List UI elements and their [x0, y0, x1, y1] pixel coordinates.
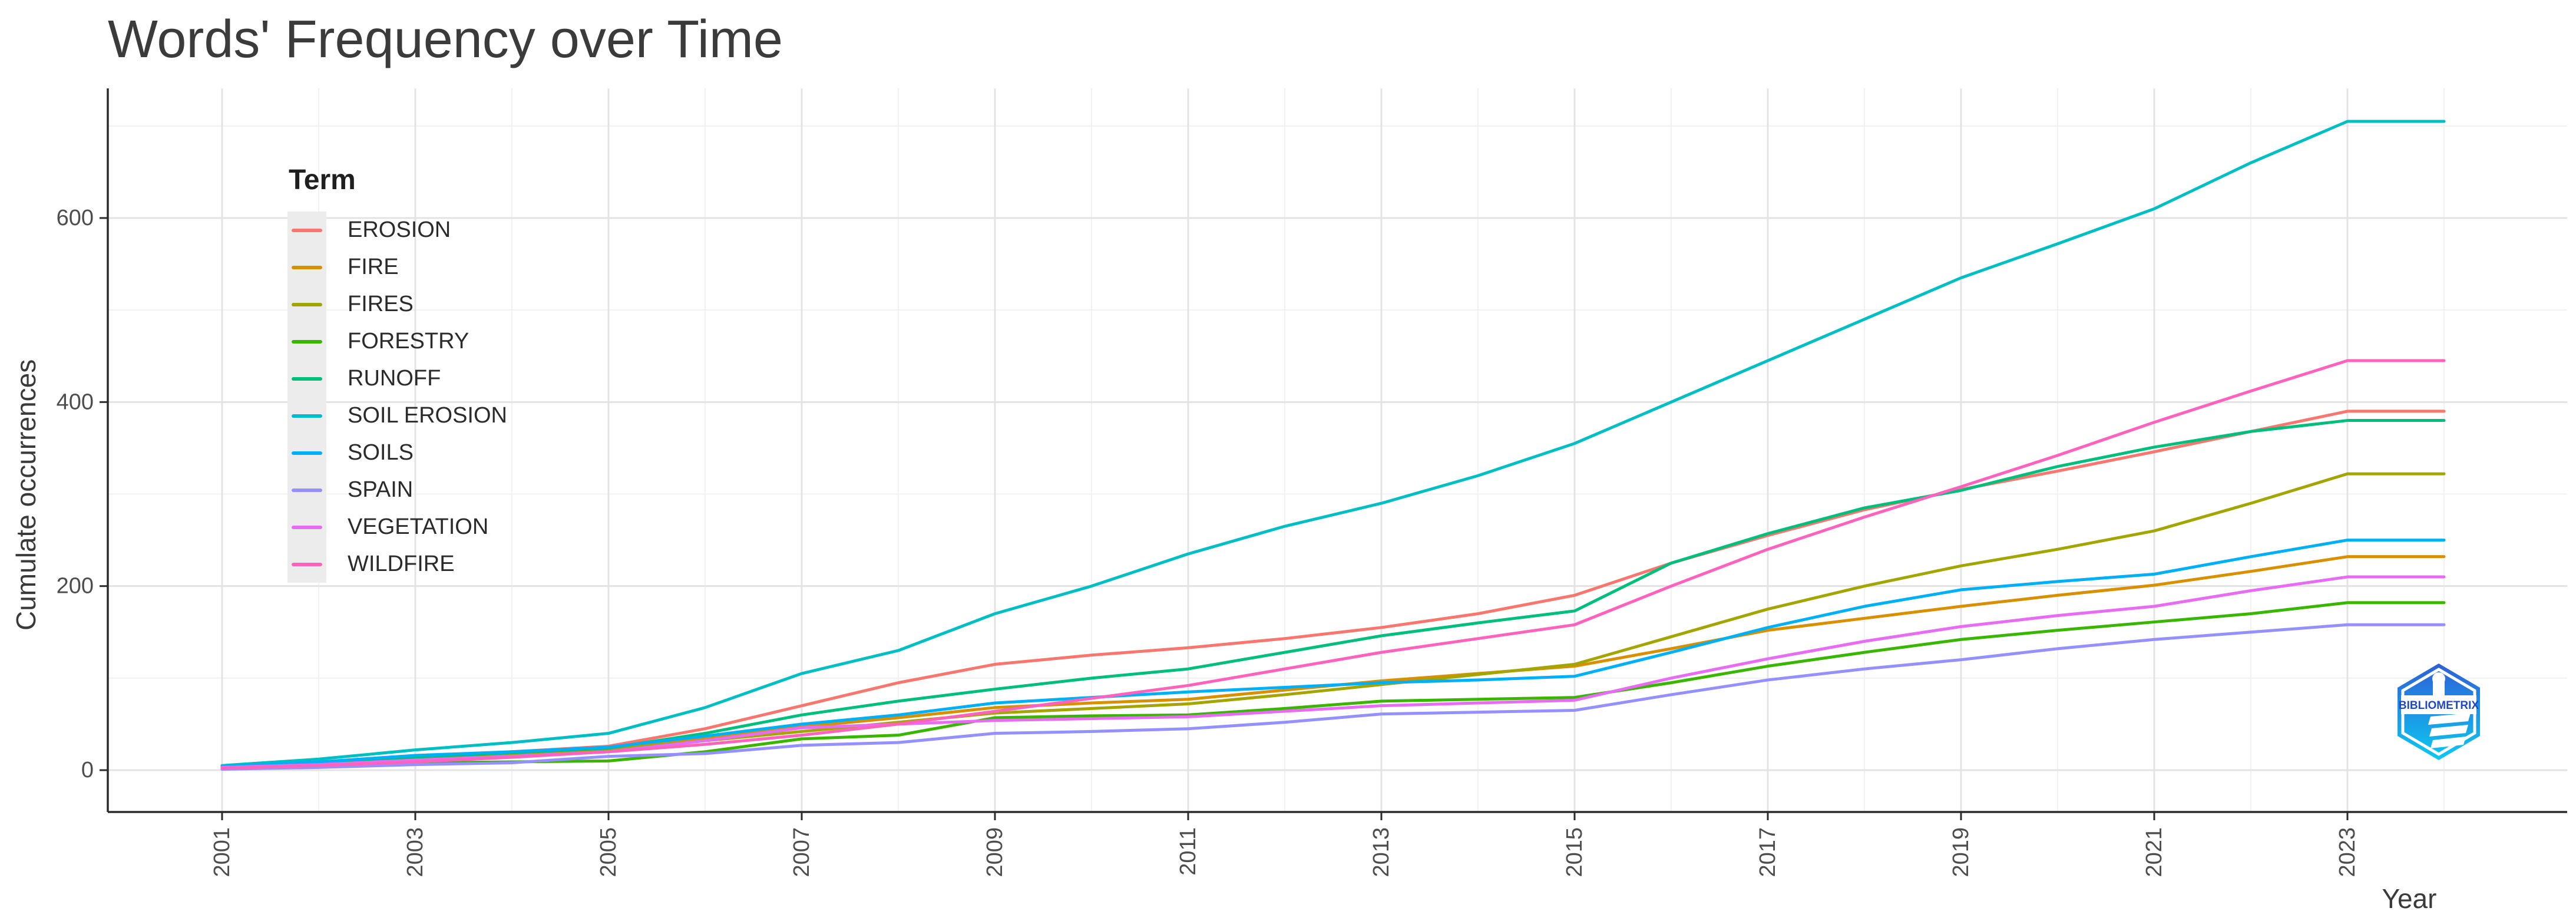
legend-item-fire: FIRE — [287, 249, 507, 286]
x-tick-label: 2003 — [403, 827, 428, 877]
legend-key — [287, 212, 326, 249]
y-axis-title: Cumulate occurrences — [11, 359, 41, 631]
x-tick-label: 2021 — [2142, 827, 2167, 877]
legend-swatch — [292, 228, 322, 232]
x-tick-label: 2013 — [1369, 827, 1394, 877]
legend-key — [287, 546, 326, 583]
y-tick-label: 600 — [57, 206, 94, 230]
legend-item-soils: SOILS — [287, 434, 507, 471]
x-tick-label: 2011 — [1176, 827, 1201, 876]
series-line-soil-erosion — [220, 120, 2446, 767]
series-line-spain — [220, 623, 2446, 771]
legend-label: RUNOFF — [348, 366, 441, 391]
x-tick-label: 2015 — [1562, 827, 1587, 877]
legend: Term EROSION FIRE FIRES FORESTRY RUNOFF SOIL … — [287, 164, 507, 583]
logo-stripe-3 — [2430, 737, 2466, 748]
legend-item-wildfire: WILDFIRE — [287, 546, 507, 583]
legend-swatch — [292, 302, 322, 306]
y-tick-label: 200 — [57, 574, 94, 599]
legend-key — [287, 360, 326, 397]
x-tick-label: 2023 — [2335, 827, 2360, 877]
legend-swatch — [292, 525, 322, 529]
legend-label: WILDFIRE — [348, 552, 455, 576]
legend-key — [287, 471, 326, 509]
legend-label: FORESTRY — [348, 329, 469, 354]
legend-title: Term — [289, 164, 356, 196]
x-tick-label: 2019 — [1949, 827, 1973, 877]
legend-swatch — [292, 414, 322, 418]
legend-item-fires: FIRES — [287, 286, 507, 323]
logo-hexagon-inner-border — [2401, 668, 2476, 756]
y-tick-label: 400 — [57, 389, 94, 414]
x-axis-title: Year — [2382, 883, 2437, 914]
legend-key — [287, 286, 326, 323]
legend-key — [287, 397, 326, 434]
legend-item-erosion: EROSION — [287, 212, 507, 249]
logo-stripe-1 — [2428, 713, 2471, 725]
legend-rows: EROSION FIRE FIRES FORESTRY RUNOFF SOIL EROSI… — [287, 212, 507, 583]
legend-item-forestry: FORESTRY — [287, 323, 507, 360]
series-line-forestry — [220, 601, 2446, 770]
x-tick-label: 2001 — [210, 827, 234, 877]
legend-label: EROSION — [348, 217, 451, 242]
series-line-soils — [220, 539, 2446, 768]
legend-key — [287, 323, 326, 360]
legend-key — [287, 509, 326, 546]
bibliometrix-logo: BIBLIOMETRIX — [2398, 663, 2480, 760]
legend-swatch — [292, 451, 322, 455]
legend-item-spain: SPAIN — [287, 471, 507, 509]
legend-label: SOILS — [348, 440, 414, 465]
x-tick-label: 2005 — [596, 827, 621, 877]
legend-label: VEGETATION — [348, 514, 489, 539]
legend-swatch — [292, 377, 322, 381]
logo-stripe-2 — [2429, 725, 2468, 737]
legend-swatch — [292, 488, 322, 492]
legend-label: FIRE — [348, 255, 399, 279]
legend-item-vegetation: VEGETATION — [287, 509, 507, 546]
legend-label: FIRES — [348, 292, 414, 316]
series-line-fires — [220, 472, 2446, 769]
logo-lighthouse-top — [2433, 681, 2445, 695]
x-tick-label: 2009 — [983, 827, 1007, 877]
logo-text-band — [2401, 695, 2476, 714]
series-line-wildfire — [220, 359, 2446, 770]
series-line-runoff — [220, 419, 2446, 769]
legend-label: SOIL EROSION — [348, 403, 507, 428]
legend-item-soil-erosion: SOIL EROSION — [287, 397, 507, 434]
legend-key — [287, 249, 326, 286]
legend-item-runoff: RUNOFF — [287, 360, 507, 397]
x-tick-label: 2007 — [789, 827, 814, 877]
y-tick-label: 0 — [81, 758, 94, 783]
legend-swatch — [292, 265, 322, 269]
legend-swatch — [292, 562, 322, 566]
legend-swatch — [292, 339, 322, 344]
legend-key — [287, 434, 326, 471]
legend-label: SPAIN — [348, 477, 414, 502]
chart-title: Words' Frequency over Time — [108, 10, 783, 69]
x-tick-label: 2017 — [1755, 827, 1780, 877]
logo-text: BIBLIOMETRIX — [2399, 699, 2479, 712]
